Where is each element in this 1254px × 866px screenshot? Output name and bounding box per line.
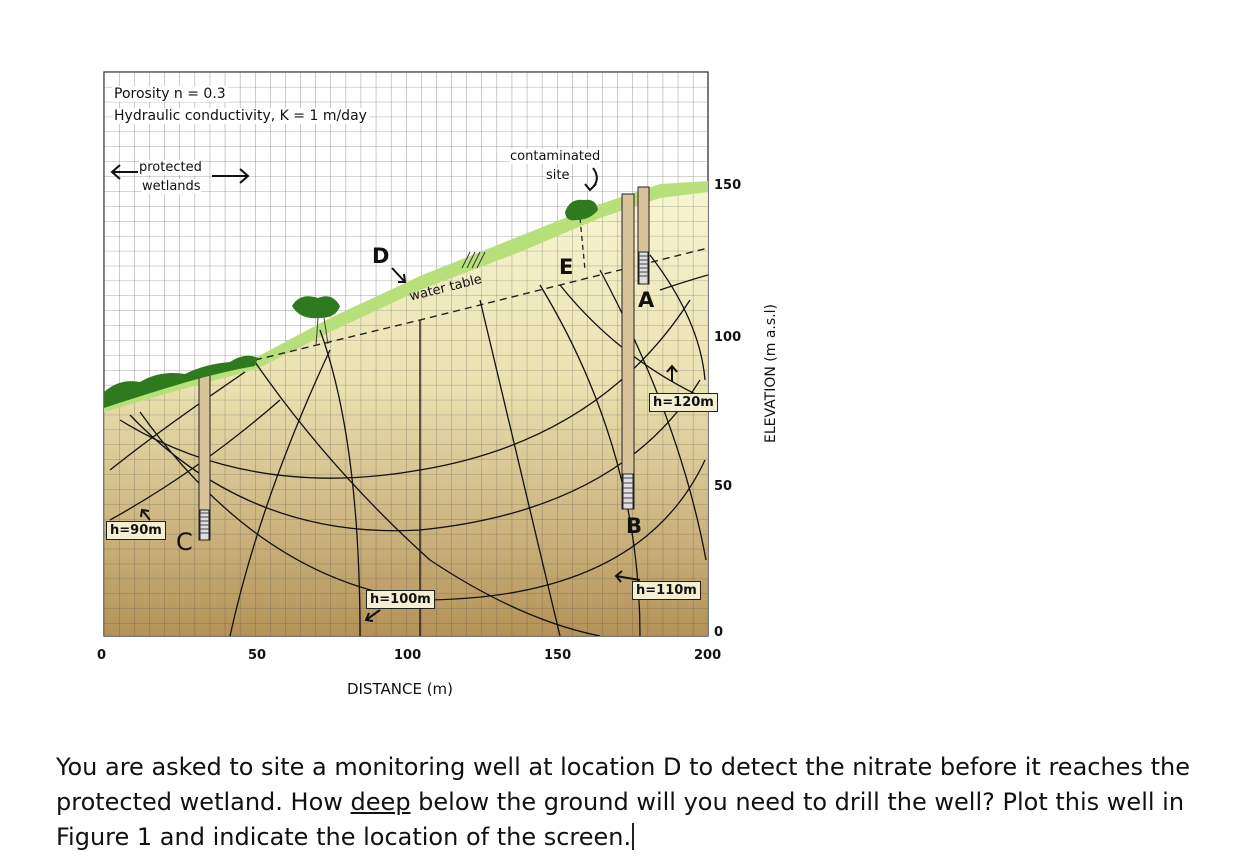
porosity-text: Porosity n = 0.3 — [112, 86, 228, 102]
question-emphasis: deep — [350, 788, 411, 816]
d-arrow — [391, 267, 407, 283]
wetlands-label-line1: protected — [139, 160, 202, 175]
head-100-label: h=100m — [366, 590, 435, 609]
head-110-label: h=110m — [632, 581, 701, 600]
y-tick-150: 150 — [714, 178, 742, 193]
cross-section-diagram — [103, 71, 709, 637]
x-tick-100: 100 — [394, 648, 422, 663]
y-tick-0: 0 — [714, 625, 724, 640]
hatch-marks — [461, 251, 486, 269]
well-A — [637, 186, 650, 285]
tree — [292, 296, 340, 319]
text-cursor — [632, 823, 635, 850]
x-tick-150: 150 — [544, 648, 572, 663]
wetland-vegetation — [104, 355, 258, 408]
site-vegetation — [565, 199, 598, 221]
well-B — [621, 193, 635, 510]
site-label-line2: site — [546, 168, 570, 183]
location-b: B — [626, 514, 643, 538]
h110-arrow — [614, 570, 641, 583]
y-axis-label: ELEVATION (m a.s.l) — [763, 304, 779, 443]
h100-arrow — [364, 609, 381, 622]
well-C — [198, 374, 211, 541]
question-text-after: below the ground will you need to drill … — [56, 788, 1185, 851]
head-120-label: h=120m — [649, 393, 718, 412]
wetlands-arrow-left — [110, 164, 138, 180]
location-c: C — [176, 528, 193, 556]
location-a: A — [638, 288, 655, 312]
y-tick-50: 50 — [714, 479, 733, 494]
question-text: You are asked to site a monitoring well … — [56, 750, 1206, 855]
site-label-line1: contaminated — [510, 149, 601, 164]
x-tick-50: 50 — [248, 648, 267, 663]
y-tick-100: 100 — [714, 330, 742, 345]
grass-strip — [104, 181, 708, 412]
h90-arrow — [140, 508, 151, 521]
x-tick-200: 200 — [694, 648, 722, 663]
location-e: E — [559, 255, 574, 279]
h120-arrow — [666, 364, 678, 382]
head-90-label: h=90m — [106, 521, 166, 540]
conductivity-text: Hydraulic conductivity, K = 1 m/day — [112, 108, 369, 124]
site-arrow — [584, 167, 598, 192]
wetlands-label-line2: wetlands — [142, 179, 201, 194]
location-d: D — [372, 244, 390, 268]
x-axis-label: DISTANCE (m) — [347, 680, 454, 698]
question-text-before: You are asked to site a monitoring well … — [56, 753, 1190, 816]
x-tick-0: 0 — [97, 648, 107, 663]
wetlands-arrow-right — [212, 168, 250, 184]
